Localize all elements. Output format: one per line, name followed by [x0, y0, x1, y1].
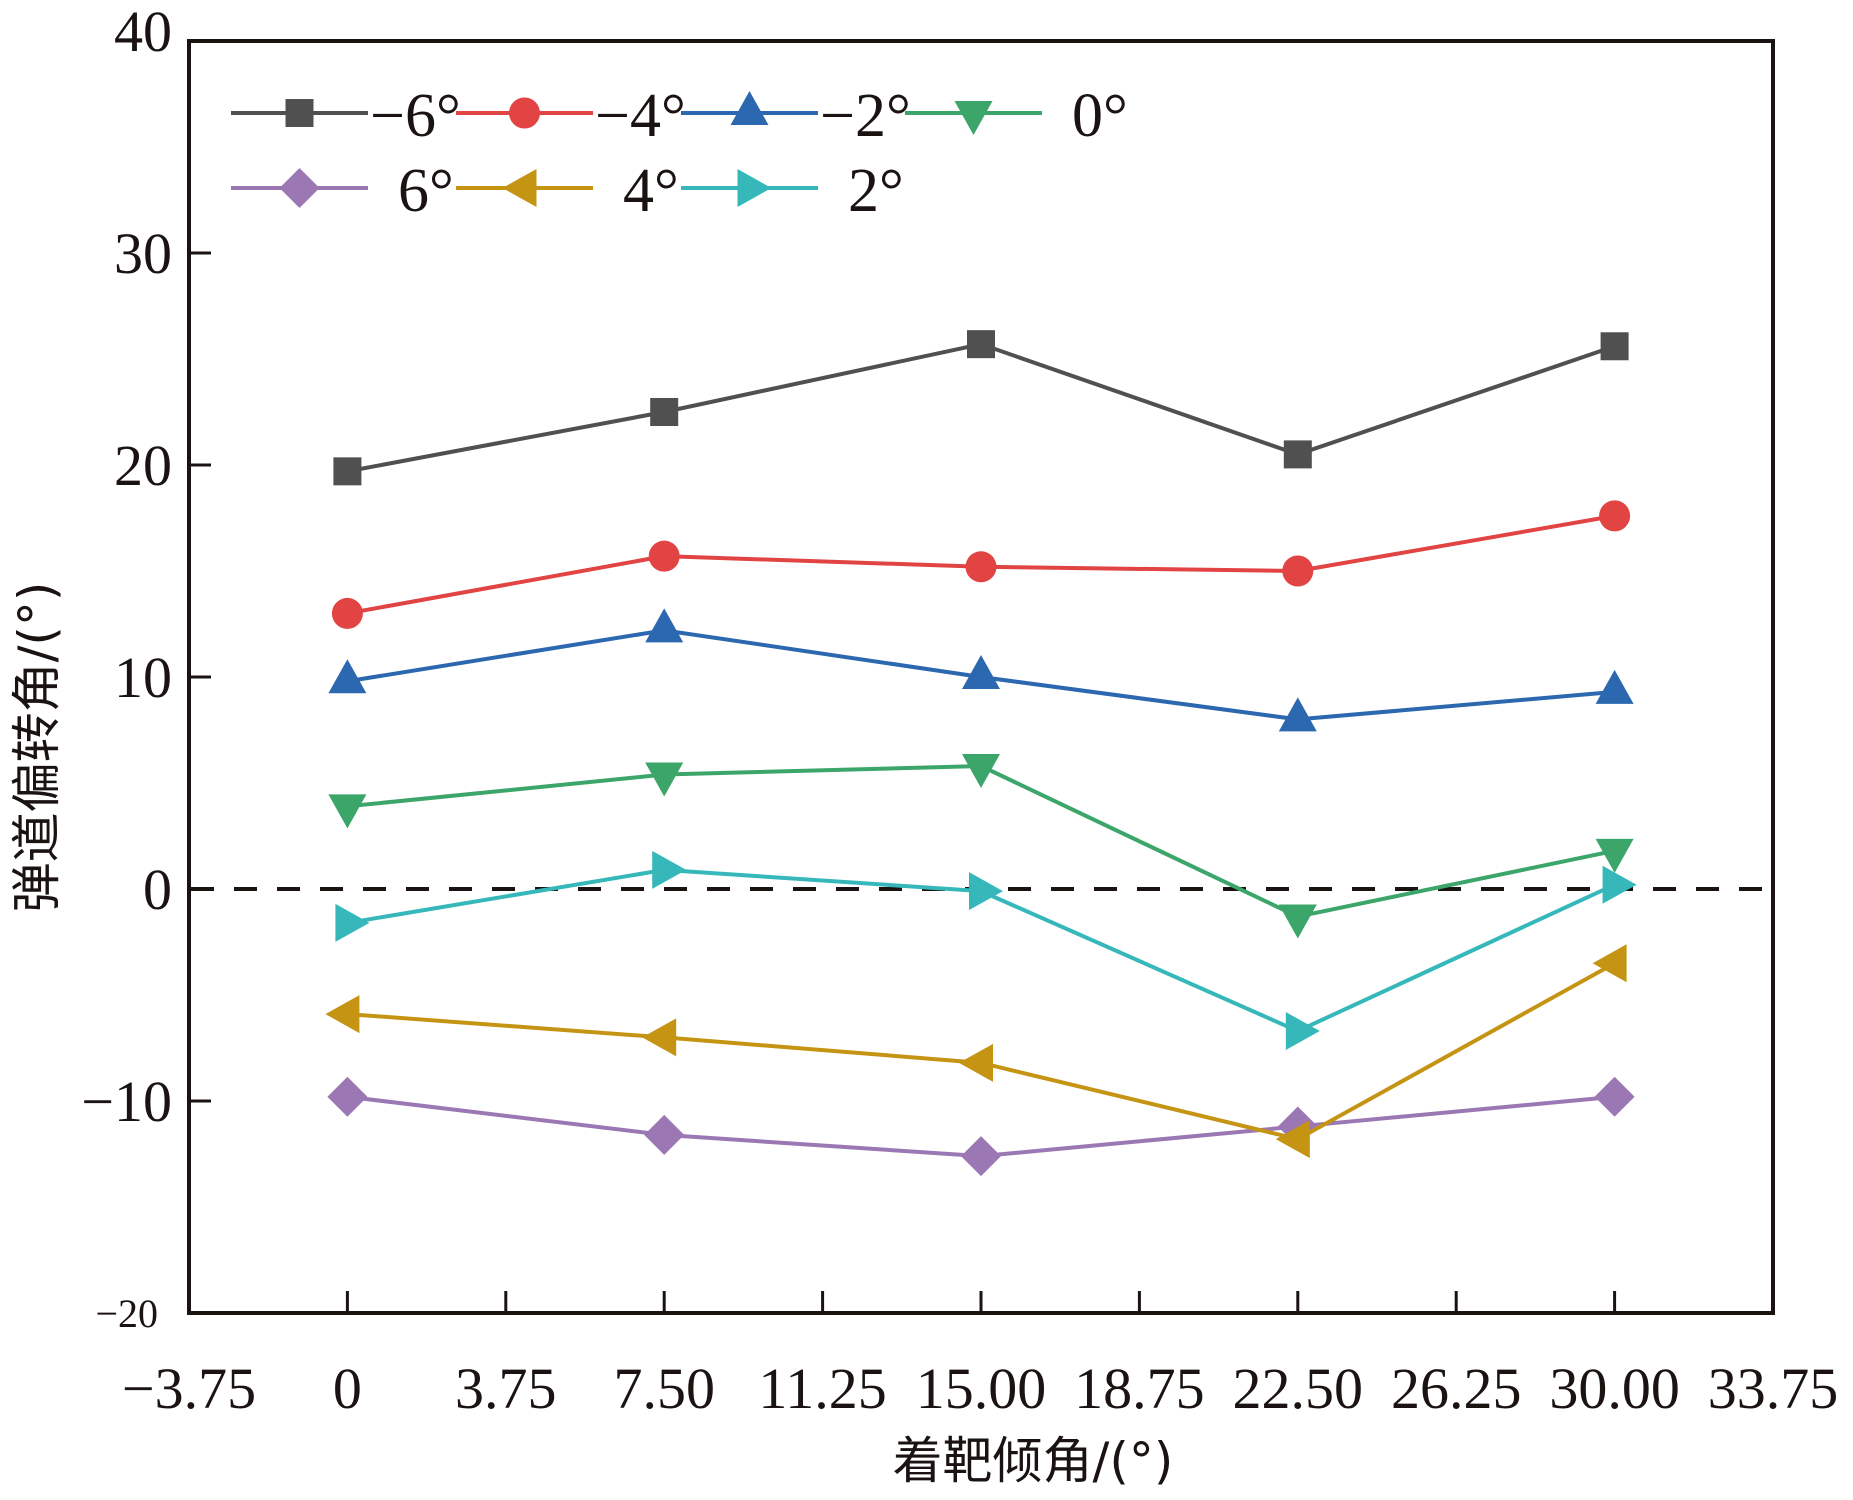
legend-label: −6°: [370, 82, 461, 150]
legend-item: −4°: [456, 82, 686, 150]
legend-marker: [730, 91, 769, 125]
legend-label: 2°: [848, 157, 904, 225]
legend: −6° −4° −2° 0° 6° 4° 2°: [231, 82, 1128, 225]
series-6: [335, 850, 1637, 1051]
legend-marker: [737, 169, 772, 207]
x-tick-label: 26.25: [1391, 1356, 1522, 1421]
data-point: [645, 762, 684, 797]
data-point: [965, 551, 997, 583]
x-tick-label: 33.75: [1708, 1356, 1839, 1421]
legend-item: −2°: [681, 82, 911, 150]
x-tick-label: 30.00: [1549, 1356, 1680, 1421]
x-axis-title: 着靶倾角/(°): [893, 1432, 1174, 1490]
x-tick-label: 22.50: [1233, 1356, 1364, 1421]
series-3: [328, 754, 1634, 939]
legend-item: 6°: [231, 157, 454, 225]
legend-label: −2°: [820, 82, 911, 150]
data-point: [1282, 555, 1314, 587]
data-point: [1285, 1012, 1320, 1051]
legend-item: −6°: [231, 82, 461, 150]
data-point: [645, 608, 684, 643]
data-point: [1600, 332, 1629, 361]
x-tick-label: −3.75: [122, 1356, 256, 1421]
y-tick-label: 40: [114, 0, 172, 64]
data-point: [959, 1043, 993, 1082]
data-point: [1595, 838, 1634, 873]
y-axis-ticks: −20 −10 0 10 20 30 40: [81, 0, 211, 1336]
data-point: [328, 659, 367, 694]
data-point: [333, 457, 362, 486]
x-axis-ticks: −3.75 0 3.75 7.50 11.25 15.00 18.75 22.50 26.25 3…: [122, 1291, 1838, 1421]
data-point: [1275, 1120, 1310, 1159]
legend-item: 4°: [456, 157, 679, 225]
series-2: [328, 608, 1634, 732]
legend-marker: [285, 99, 314, 127]
data-point: [331, 597, 363, 629]
data-point: [1278, 697, 1317, 732]
legend-marker: [954, 101, 993, 135]
data-point: [969, 872, 1003, 911]
data-point: [1283, 440, 1312, 469]
x-tick-label: 11.25: [758, 1356, 886, 1421]
series-5: [325, 944, 1627, 1159]
legend-item: 2°: [681, 157, 904, 225]
data-point: [962, 754, 1000, 789]
data-point: [648, 540, 680, 572]
data-point: [652, 850, 687, 889]
y-tick-label: 20: [114, 433, 172, 498]
data-point: [327, 1076, 368, 1117]
legend-item: 0°: [905, 82, 1128, 150]
y-tick-label: −20: [95, 1291, 158, 1336]
y-axis-title: 弹道偏转角/(°): [8, 582, 66, 913]
y-tick-label: 10: [114, 645, 172, 710]
x-tick-label: 15.00: [916, 1356, 1047, 1421]
data-point: [650, 398, 679, 426]
x-tick-label: 7.50: [613, 1356, 715, 1421]
data-point: [335, 903, 370, 942]
data-point: [1602, 865, 1637, 904]
data-point: [328, 794, 367, 829]
data-point: [962, 655, 1000, 689]
y-tick-label: 30: [114, 221, 172, 286]
legend-label: 6°: [398, 157, 454, 225]
y-tick-label: 0: [143, 857, 172, 922]
data-point: [642, 1018, 677, 1057]
legend-marker: [509, 97, 540, 129]
series-1: [331, 500, 1631, 629]
series-4: [327, 1076, 1635, 1177]
legend-marker: [279, 168, 320, 208]
data-point: [1599, 500, 1631, 532]
y-tick-label: −10: [81, 1069, 172, 1134]
series-line: [347, 342, 1616, 474]
data-point: [325, 995, 360, 1034]
data-point: [644, 1114, 685, 1155]
x-tick-label: 3.75: [455, 1356, 557, 1421]
data-point: [1595, 669, 1634, 704]
data-point: [967, 330, 995, 359]
data-point: [1594, 1076, 1635, 1117]
data-point: [961, 1136, 1001, 1177]
data-point: [1278, 904, 1317, 939]
series-layer: [325, 330, 1637, 1177]
series-0: [333, 330, 1629, 486]
x-tick-label: 18.75: [1074, 1356, 1205, 1421]
legend-label: −4°: [595, 82, 686, 150]
legend-marker: [502, 169, 537, 207]
legend-label: 0°: [1072, 82, 1128, 150]
x-tick-label: 0: [333, 1356, 362, 1421]
legend-label: 4°: [623, 157, 679, 225]
data-point: [1592, 944, 1627, 983]
